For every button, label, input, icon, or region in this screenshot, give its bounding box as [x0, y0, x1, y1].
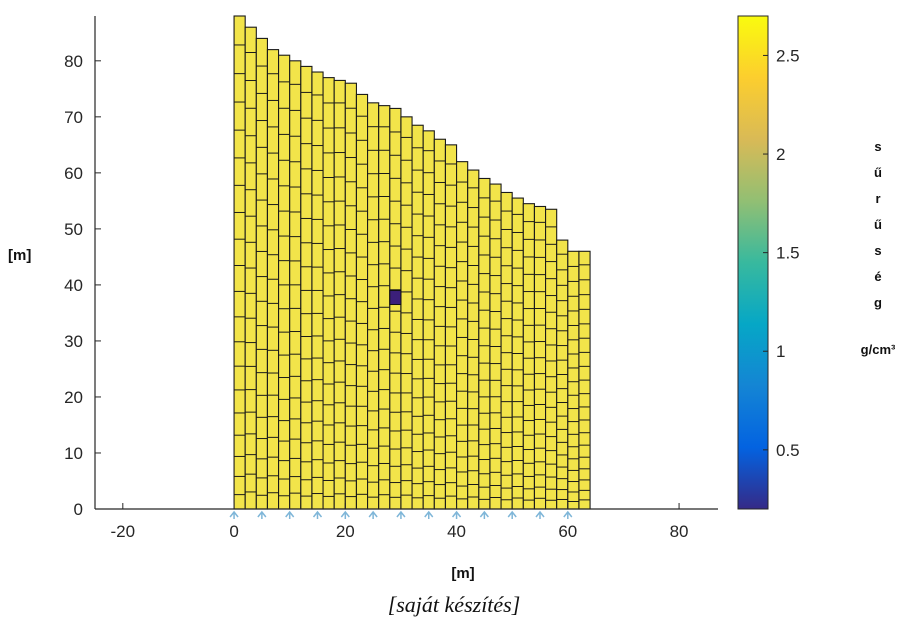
- support-marker: [229, 510, 239, 519]
- mesh-column: [389, 107, 402, 510]
- anomaly-layer: [389, 290, 402, 306]
- colorbar-ticks: 0.5 1 1.5 2 2.5: [763, 46, 800, 460]
- mesh-column: [378, 105, 391, 510]
- support-marker: [312, 510, 323, 519]
- colorbar-title-letter: s: [874, 139, 881, 154]
- colorbar-tick-label: 0.5: [776, 441, 800, 460]
- mesh-column: [456, 161, 469, 510]
- colorbar-title-letter: ű: [874, 165, 882, 180]
- mesh-column: [522, 203, 535, 510]
- mesh-column: [511, 197, 524, 510]
- colorbar-tick-label: 1: [776, 342, 785, 361]
- y-tick-labels: 0 10 20 30 40 50 60 70 80: [64, 52, 83, 519]
- mesh-column: [333, 79, 346, 510]
- support-marker: [396, 510, 406, 519]
- y-tick-label: 70: [64, 108, 83, 127]
- mesh-column: [278, 54, 291, 510]
- y-axis-label: [m]: [8, 247, 31, 264]
- mesh-column: [255, 37, 268, 510]
- colorbar-gradient: [737, 15, 769, 510]
- x-tick-label: 0: [229, 522, 238, 541]
- caption: [saját készítés]: [388, 592, 521, 617]
- y-tick-label: 60: [64, 164, 83, 183]
- support-marker: [451, 510, 462, 519]
- support-marker: [340, 510, 350, 519]
- mesh-column: [422, 130, 435, 510]
- y-tick-label: 10: [64, 444, 83, 463]
- mesh-column: [244, 26, 257, 510]
- mesh-column: [467, 169, 480, 510]
- x-tick-label: -20: [111, 522, 136, 541]
- x-tick-label: 40: [447, 522, 466, 541]
- colorbar-title-letter: s: [874, 243, 881, 258]
- mesh-column: [478, 177, 491, 510]
- colorbar-unit: g/cm³: [861, 342, 896, 357]
- mesh-column: [578, 250, 591, 510]
- mesh-column: [489, 183, 502, 510]
- x-tick-label: 20: [336, 522, 355, 541]
- y-tick-label: 20: [64, 388, 83, 407]
- mesh-column: [444, 144, 458, 510]
- mesh-column: [545, 208, 558, 510]
- mesh-column: [344, 82, 357, 510]
- mesh-column: [567, 250, 580, 510]
- support-markers: [229, 510, 573, 519]
- support-marker: [285, 510, 295, 519]
- mesh-column: [233, 15, 246, 510]
- colorbar-tick-label: 2: [776, 145, 785, 164]
- colorbar-title-letter: g: [874, 295, 882, 310]
- mesh-column: [500, 191, 513, 510]
- support-marker: [479, 510, 489, 519]
- support-marker: [535, 510, 545, 519]
- x-axis-label: [m]: [451, 565, 474, 582]
- x-tick-label: 60: [558, 522, 577, 541]
- support-marker: [424, 510, 434, 519]
- colorbar-title-letter: r: [875, 191, 880, 206]
- mesh-column: [300, 65, 313, 510]
- x-tick-label: 80: [670, 522, 689, 541]
- mesh-column: [400, 116, 413, 510]
- mesh-column: [266, 49, 280, 510]
- colorbar-tick-label: 2.5: [776, 46, 800, 65]
- mesh-column: [533, 205, 547, 510]
- y-tick-label: 30: [64, 332, 83, 351]
- mesh-column: [311, 71, 324, 510]
- mesh-column: [355, 93, 369, 510]
- mesh-column: [556, 239, 569, 510]
- support-marker: [257, 510, 267, 519]
- mesh-column: [289, 60, 302, 510]
- support-marker: [507, 510, 517, 519]
- anomaly-cell: [389, 290, 402, 306]
- colorbar-tick-label: 1.5: [776, 244, 800, 263]
- y-tick-label: 80: [64, 52, 83, 71]
- mesh-column: [411, 124, 424, 510]
- mesh-column: [433, 138, 446, 510]
- mesh-column: [367, 102, 380, 510]
- mesh-column: [322, 77, 335, 510]
- y-tick-label: 50: [64, 220, 83, 239]
- colorbar-title-letter: ű: [874, 217, 882, 232]
- colorbar: 0.5 1 1.5 2 2.5: [737, 15, 800, 510]
- x-tick-labels: -20 0 20 40 60 80: [111, 522, 689, 541]
- colorbar-title-letter: é: [874, 269, 881, 284]
- mesh-cells: [233, 15, 591, 510]
- support-marker: [563, 510, 573, 519]
- support-marker: [368, 510, 378, 519]
- axes: [94, 16, 718, 510]
- y-tick-label: 0: [74, 500, 83, 519]
- y-tick-label: 40: [64, 276, 83, 295]
